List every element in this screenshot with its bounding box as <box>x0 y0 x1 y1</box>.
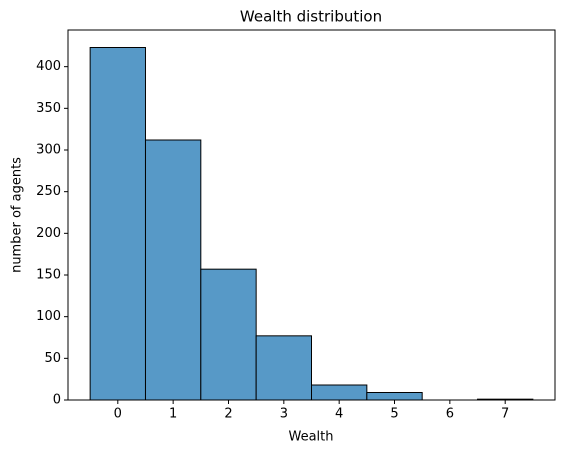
x-axis-label: Wealth <box>288 430 333 445</box>
y-tick-label: 400 <box>36 59 61 74</box>
y-tick-label: 300 <box>36 143 61 158</box>
x-tick-label: 0 <box>114 407 122 422</box>
y-tick-label: 150 <box>36 268 61 283</box>
y-tick-label: 100 <box>36 309 61 324</box>
y-tick-label: 200 <box>36 226 61 241</box>
y-tick-label: 350 <box>36 101 61 116</box>
bar <box>255 335 312 401</box>
bar <box>366 392 423 401</box>
x-tick-label: 7 <box>501 407 509 422</box>
chart-title: Wealth distribution <box>240 8 382 26</box>
x-tick-label: 1 <box>169 407 177 422</box>
y-tick-label: 250 <box>36 184 61 199</box>
x-tick-label: 6 <box>446 407 454 422</box>
bar <box>89 47 146 401</box>
y-axis-label: number of agents <box>10 157 25 273</box>
bar <box>311 384 368 401</box>
y-tick-label: 0 <box>53 393 61 408</box>
bar <box>144 139 202 401</box>
x-tick-label: 5 <box>390 407 398 422</box>
x-tick-label: 2 <box>224 407 232 422</box>
y-tick-label: 50 <box>44 351 61 366</box>
plot-frame <box>67 29 556 401</box>
bar <box>200 268 257 401</box>
x-tick-label: 4 <box>335 407 343 422</box>
x-tick-label: 3 <box>280 407 288 422</box>
